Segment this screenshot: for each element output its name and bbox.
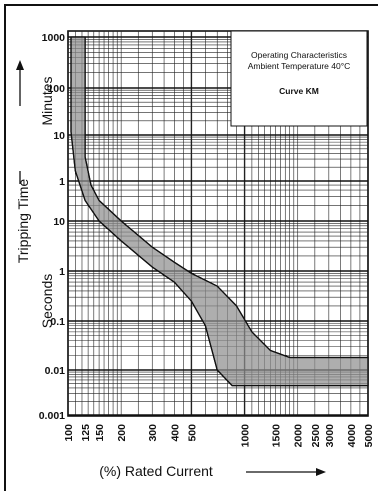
x-tick-label: 2500 [310, 424, 322, 448]
y-tick-label: 10 [53, 130, 65, 142]
y-axis-title: Tripping Time [15, 179, 31, 264]
y-tick-label: 0.001 [39, 410, 65, 422]
curve-band-layer [70, 36, 369, 387]
x-axis-title: (%) Rated Current [99, 463, 213, 479]
chart-title: Operating Characteristics [251, 50, 347, 60]
y-unit-minutes: Minutes [39, 76, 55, 125]
chart-svg: Operating Characteristics Ambient Temper… [6, 6, 380, 493]
y-tick-labels: 1000 100 10 1 10 1 0.1 0.01 0.001 [39, 32, 65, 422]
x-tick-label: 1000 [240, 424, 252, 448]
x-tick-label: 300 [147, 424, 159, 442]
y-tick-label: 0.01 [45, 365, 66, 377]
x-tick-label: 3000 [324, 424, 336, 448]
y-tick-label: 100 [47, 83, 65, 95]
legend-box [230, 30, 368, 127]
y-tick-label: 1 [59, 266, 65, 278]
chart-frame: Operating Characteristics Ambient Temper… [4, 4, 380, 493]
y-tick-label: 1000 [42, 32, 66, 44]
x-tick-label: 125 [80, 424, 92, 442]
x-tick-label: 500 [186, 424, 198, 442]
x-tick-label: 1500 [271, 424, 283, 448]
legend: Operating Characteristics Ambient Temper… [230, 30, 368, 127]
x-tick-label: 100 [63, 424, 75, 442]
x-tick-label: 150 [94, 424, 106, 442]
up-arrow-icon [16, 60, 24, 106]
x-tick-label: 200 [116, 424, 128, 442]
curve-upper-limit [84, 37, 368, 359]
right-arrow-icon [246, 468, 326, 476]
x-tick-labels: 100 125 150 200 300 400 500 1000 1500 2000 2500 300… [63, 424, 375, 448]
y-unit-seconds: Seconds [39, 274, 55, 328]
chart-subtitle: Ambient Temperature 40°C [248, 61, 350, 71]
y-tick-label: 0.1 [50, 316, 65, 328]
y-tick-label: 1 [59, 176, 65, 188]
x-tick-label: 5000 [363, 424, 375, 448]
y-tick-label: 10 [53, 216, 65, 228]
x-tick-label: 400 [169, 424, 181, 442]
curve-lower-limit [70, 37, 368, 387]
series-label: Curve KM [279, 86, 319, 96]
x-tick-label: 2000 [293, 424, 305, 448]
x-tick-label: 4000 [346, 424, 358, 448]
